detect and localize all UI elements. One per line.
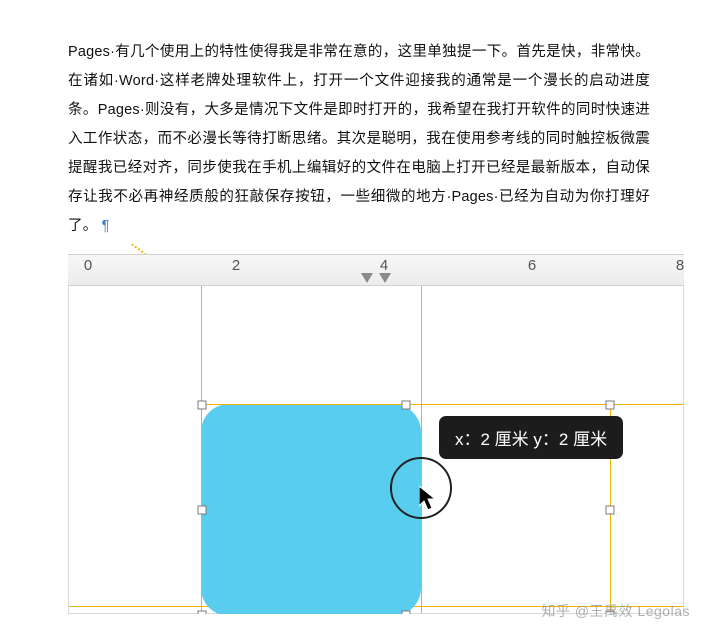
article-paragraph: Pages·有几个使用上的特性使得我是非常在意的，这里单独提一下。首先是快，非常…: [68, 38, 650, 241]
ruler-tick: 4: [380, 257, 388, 274]
resize-handle[interactable]: [402, 401, 411, 410]
tooltip-text: x：2 厘米 y：2 厘米: [455, 430, 607, 449]
document-canvas[interactable]: x：2 厘米 y：2 厘米: [68, 286, 684, 614]
cursor-arrow-icon: [419, 486, 439, 512]
resize-handle[interactable]: [606, 506, 615, 515]
resize-handle[interactable]: [402, 611, 411, 615]
ruler-tick: 2: [232, 257, 240, 274]
resize-handle[interactable]: [198, 506, 207, 515]
ruler-tick: 6: [528, 257, 536, 274]
pages-editor-screenshot: 0 2 4 6 8: [68, 244, 684, 614]
position-tooltip: x：2 厘米 y：2 厘米: [439, 416, 623, 459]
ruler-tick: 0: [84, 257, 92, 274]
horizontal-ruler: 0 2 4 6 8: [68, 254, 684, 286]
ruler-tick: 8: [676, 257, 684, 274]
article-text: Pages·有几个使用上的特性使得我是非常在意的，这里单独提一下。首先是快，非常…: [68, 44, 650, 234]
indent-marker-icon: [361, 273, 401, 287]
pilcrow-icon: ¶: [102, 218, 110, 234]
resize-handle[interactable]: [198, 611, 207, 615]
resize-handle[interactable]: [198, 401, 207, 410]
watermark-text: 知乎 @王禹效 Legolas: [541, 601, 690, 621]
resize-handle[interactable]: [606, 401, 615, 410]
